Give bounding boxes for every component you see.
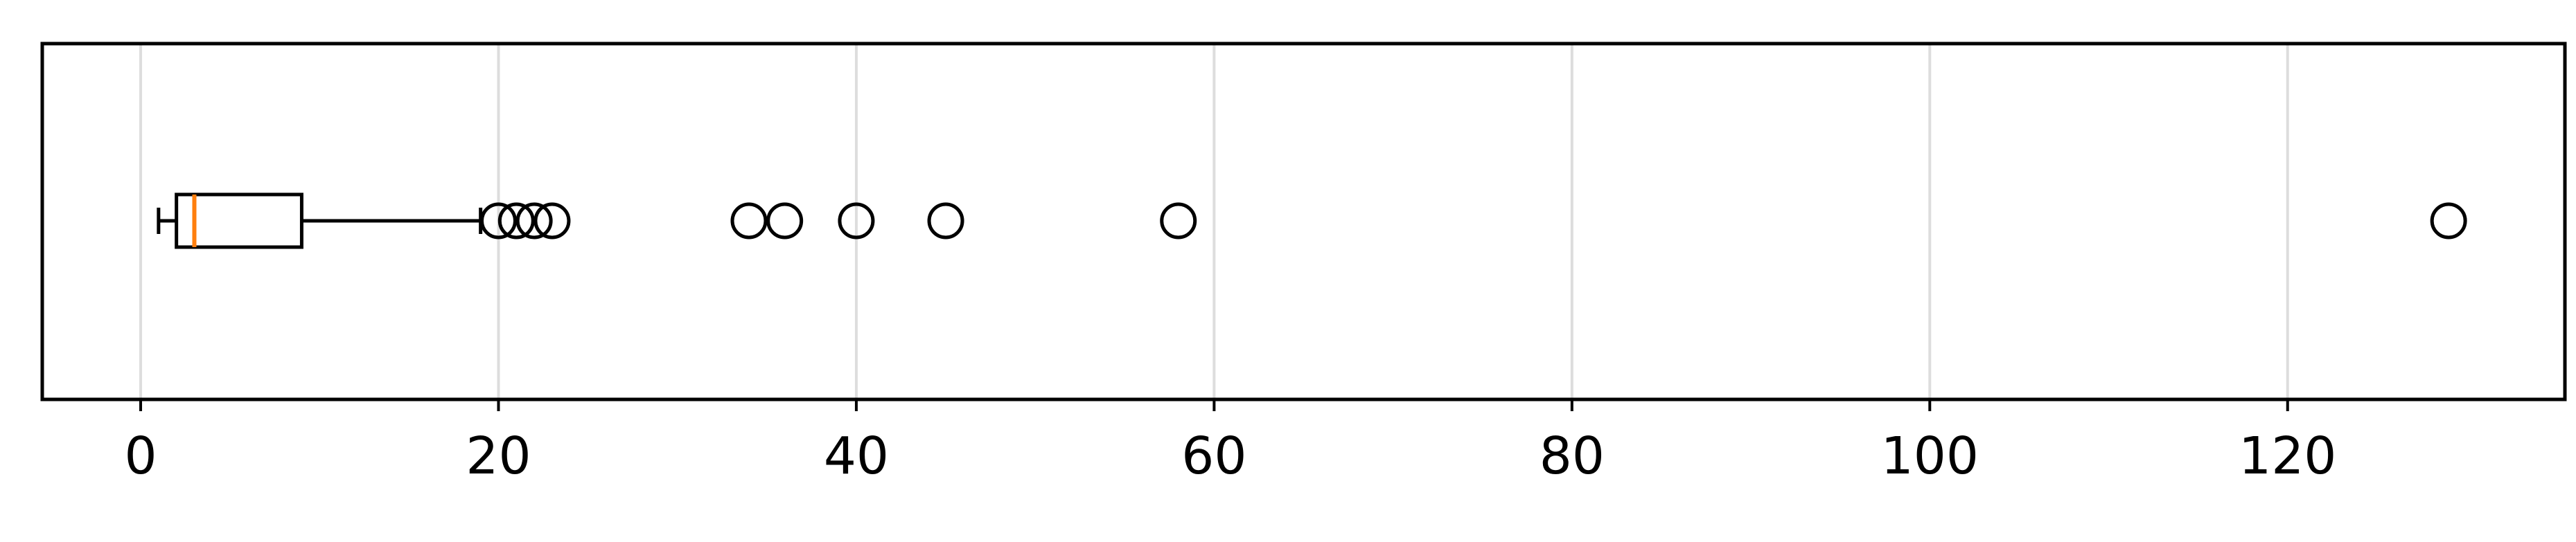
iqr-box	[175, 192, 303, 249]
x-axis: 0 20 40 60 80 100 120	[124, 399, 2336, 486]
outlier-point-4	[730, 202, 768, 240]
outlier-point-3	[533, 202, 571, 240]
x-tick-label-0: 0	[124, 426, 157, 486]
outlier-point-5	[766, 202, 804, 240]
outlier-point-9	[2430, 202, 2467, 240]
outlier-point-8	[1160, 202, 1197, 240]
x-tick-label-2: 40	[824, 426, 889, 486]
axes-frame	[40, 42, 2567, 401]
outlier-point-2	[515, 202, 553, 240]
x-tick-label-3: 60	[1181, 426, 1246, 486]
outlier-point-1	[497, 202, 535, 240]
x-tick-label-4: 80	[1540, 426, 1605, 486]
x-tick-label-1: 20	[466, 426, 531, 486]
x-tick-label-5: 100	[1881, 426, 1979, 486]
grid-lines	[139, 44, 2289, 399]
outlier-point-0	[479, 202, 517, 240]
plot-area	[157, 192, 2467, 249]
x-tick-label-6: 120	[2239, 426, 2336, 486]
outlier-point-6	[838, 202, 875, 240]
outlier-point-7	[927, 202, 964, 240]
